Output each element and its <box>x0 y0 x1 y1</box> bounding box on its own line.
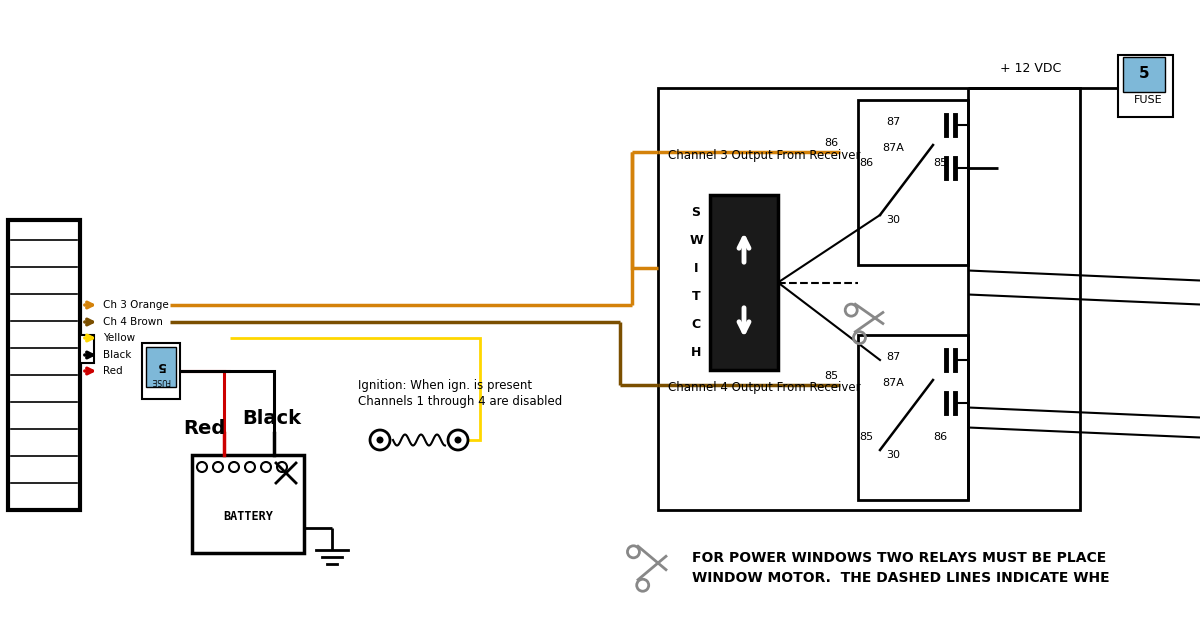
Circle shape <box>455 437 462 444</box>
Bar <box>8 220 80 510</box>
Bar <box>80 335 94 363</box>
Text: BATTERY: BATTERY <box>223 510 272 522</box>
Text: Channel 3 Output From Receiver: Channel 3 Output From Receiver <box>668 149 860 161</box>
Text: 85: 85 <box>932 158 947 168</box>
Text: + 12 VDC: + 12 VDC <box>1000 62 1061 74</box>
Text: Red: Red <box>182 418 226 437</box>
Text: 87: 87 <box>886 117 900 127</box>
Text: Red: Red <box>103 366 122 376</box>
Text: 85: 85 <box>824 371 838 381</box>
Bar <box>142 343 180 399</box>
Bar <box>192 455 304 553</box>
Text: C: C <box>691 319 701 331</box>
Text: FUSE: FUSE <box>151 377 170 386</box>
Text: 86: 86 <box>859 158 874 168</box>
Text: S: S <box>691 207 701 219</box>
Circle shape <box>377 437 384 444</box>
Text: 87: 87 <box>886 352 900 362</box>
Text: 87A: 87A <box>882 143 904 153</box>
Text: FOR POWER WINDOWS TWO RELAYS MUST BE PLACE: FOR POWER WINDOWS TWO RELAYS MUST BE PLA… <box>692 551 1106 565</box>
Text: W: W <box>689 234 703 248</box>
Text: 85: 85 <box>859 433 874 442</box>
Text: 87A: 87A <box>882 378 904 388</box>
Text: 86: 86 <box>824 138 838 148</box>
Text: I: I <box>694 263 698 275</box>
Text: H: H <box>691 346 701 360</box>
Bar <box>858 100 968 265</box>
Text: 86: 86 <box>932 433 947 442</box>
Text: FUSE: FUSE <box>1134 95 1163 105</box>
Text: Black: Black <box>242 408 301 428</box>
Bar <box>1118 55 1174 117</box>
Text: T: T <box>691 290 701 304</box>
Bar <box>1123 57 1165 92</box>
Text: WINDOW MOTOR.  THE DASHED LINES INDICATE WHE: WINDOW MOTOR. THE DASHED LINES INDICATE … <box>692 571 1110 585</box>
Bar <box>146 347 176 387</box>
Text: Black: Black <box>103 350 131 360</box>
Text: 5: 5 <box>1139 67 1150 81</box>
Text: 5: 5 <box>157 358 166 372</box>
Bar <box>710 195 778 370</box>
Text: Ch 3 Orange: Ch 3 Orange <box>103 300 169 310</box>
Bar <box>858 335 968 500</box>
Text: Channel 4 Output From Receiver: Channel 4 Output From Receiver <box>668 382 860 394</box>
Text: Yellow: Yellow <box>103 333 136 343</box>
Text: Channels 1 through 4 are disabled: Channels 1 through 4 are disabled <box>358 396 563 408</box>
Text: Ch 4 Brown: Ch 4 Brown <box>103 317 163 327</box>
Text: 30: 30 <box>886 450 900 460</box>
Bar <box>658 88 1080 510</box>
Text: 30: 30 <box>886 215 900 225</box>
Text: Ignition: When ign. is present: Ignition: When ign. is present <box>358 379 532 391</box>
